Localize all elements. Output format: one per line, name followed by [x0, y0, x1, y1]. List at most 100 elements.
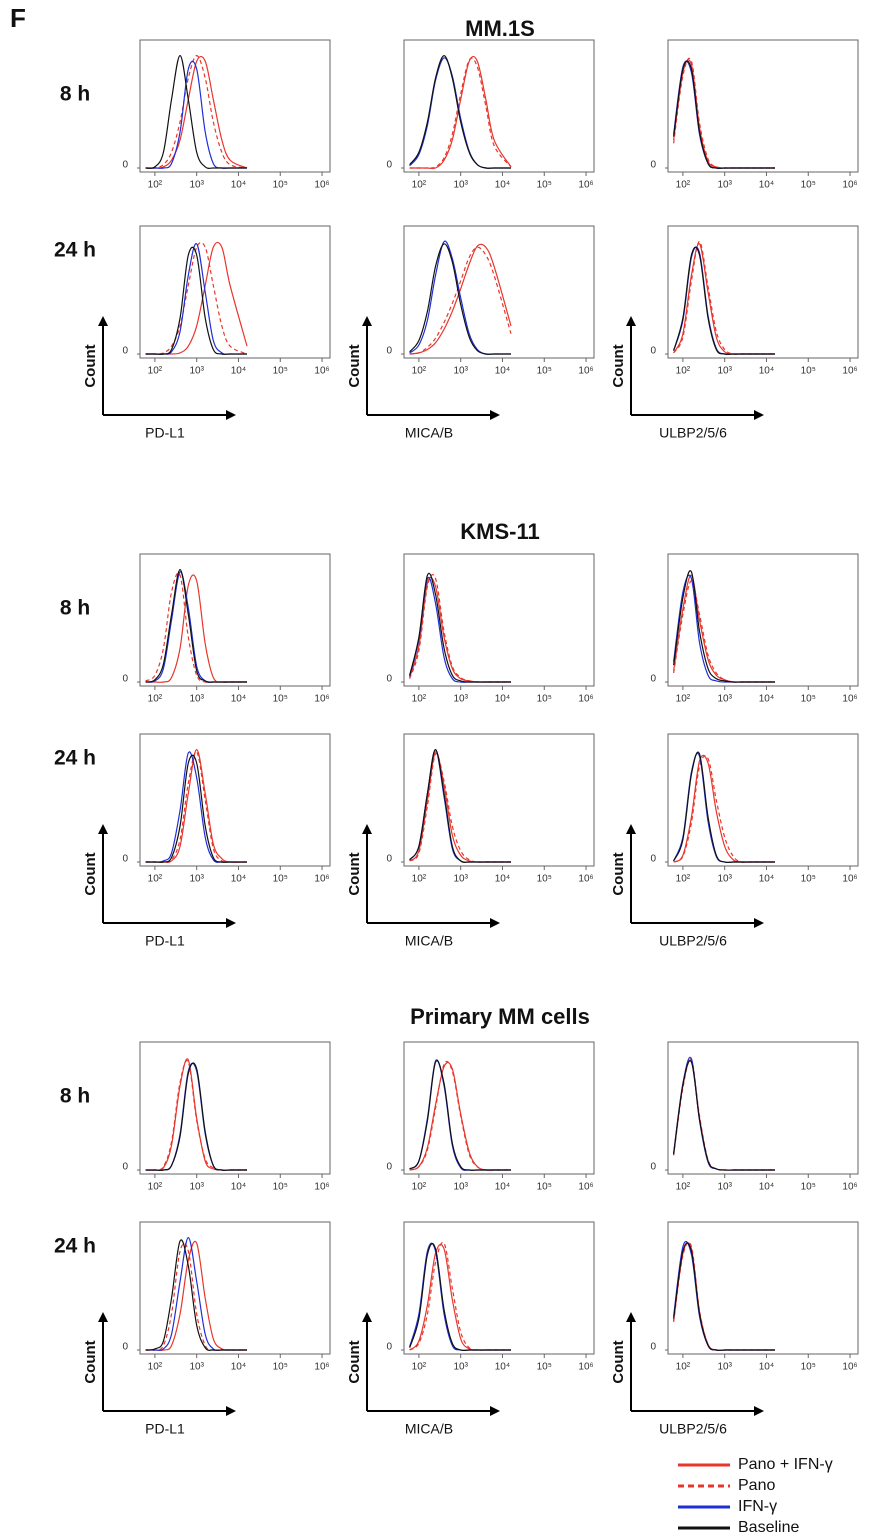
x-tick-label: 10⁶	[842, 694, 857, 705]
histogram-curve	[409, 55, 512, 170]
x-tick-label: 10⁴	[759, 694, 774, 705]
plot-frame	[139, 1221, 331, 1355]
y-axis-label: Count	[346, 852, 363, 895]
x-tick-label: 10⁶	[314, 874, 329, 885]
legend-label: Baseline	[738, 1519, 799, 1536]
histogram-curve	[145, 1060, 248, 1171]
y-tick-label: 0	[650, 854, 656, 865]
y-tick-label: 0	[122, 1342, 128, 1353]
histogram-curve	[673, 1059, 776, 1171]
x-tick-label: 10⁶	[842, 874, 857, 885]
histogram-curve	[409, 1242, 512, 1351]
x-tick-label: 10³	[717, 874, 732, 885]
row-label: 8 h	[60, 597, 90, 620]
histogram-curve	[673, 754, 776, 863]
x-tick-label: 10⁶	[314, 1362, 329, 1373]
arrow-head	[626, 1312, 636, 1322]
row-label: 8 h	[60, 83, 90, 106]
plot-frame	[403, 1041, 595, 1175]
group-title: Primary MM cells	[410, 1004, 590, 1029]
x-tick-label: 10⁶	[842, 1362, 857, 1373]
x-tick-label: 10⁵	[537, 1362, 552, 1373]
y-tick-label: 0	[650, 1342, 656, 1353]
plot-frame	[403, 225, 595, 359]
y-tick-label: 0	[650, 1162, 656, 1173]
row-label: 24 h	[54, 1235, 96, 1258]
histogram-curve	[145, 243, 248, 355]
x-tick-label: 10²	[148, 1362, 163, 1373]
histogram-curve	[145, 1240, 248, 1351]
x-tick-label: 10⁴	[231, 180, 246, 191]
histogram-curve	[673, 60, 776, 169]
x-tick-label: 10³	[717, 180, 732, 191]
plot-frame	[139, 553, 331, 687]
x-tick-label: 10⁶	[578, 366, 593, 377]
y-axis-label: Count	[346, 1340, 363, 1383]
x-tick-label: 10²	[412, 874, 427, 885]
histogram-curve	[409, 1241, 512, 1351]
histogram-curve	[409, 1060, 512, 1171]
histogram-curve	[673, 59, 776, 169]
x-tick-label: 10²	[412, 1182, 427, 1193]
y-tick-label: 0	[122, 160, 128, 171]
x-tick-label: 10⁴	[495, 180, 510, 191]
x-tick-label: 10⁶	[842, 366, 857, 377]
y-tick-label: 0	[122, 854, 128, 865]
x-tick-label: 10²	[148, 874, 163, 885]
histogram-curve	[673, 570, 776, 683]
y-tick-label: 0	[650, 346, 656, 357]
row-label: 24 h	[54, 747, 96, 770]
x-tick-label: 10⁵	[537, 180, 552, 191]
histogram-curve	[673, 1058, 776, 1171]
histogram-curve	[673, 751, 776, 864]
row-label: 8 h	[60, 1085, 90, 1108]
histogram-curve	[145, 754, 248, 863]
x-tick-label: 10⁴	[495, 1182, 510, 1193]
histogram-curve	[409, 1242, 512, 1352]
x-tick-label: 10⁵	[273, 874, 288, 885]
plot-frame	[403, 39, 595, 173]
x-tick-label: 10⁴	[231, 366, 246, 377]
x-axis-label: MICA/B	[405, 425, 453, 441]
y-tick-label: 0	[386, 854, 392, 865]
legend-label: IFN-γ	[738, 1498, 777, 1515]
x-tick-label: 10²	[676, 366, 691, 377]
y-axis-label: Count	[610, 852, 627, 895]
x-axis-label: PD-L1	[145, 933, 185, 949]
arrow-head	[362, 316, 372, 326]
y-tick-label: 0	[386, 674, 392, 685]
arrow-head	[754, 918, 764, 928]
plot-frame	[667, 39, 859, 173]
arrow-head	[226, 1406, 236, 1416]
y-axis-label: Count	[82, 1340, 99, 1383]
x-tick-label: 10⁴	[759, 874, 774, 885]
x-tick-label: 10³	[189, 180, 204, 191]
x-tick-label: 10³	[189, 1362, 204, 1373]
plot-frame	[139, 39, 331, 173]
x-tick-label: 10⁴	[495, 874, 510, 885]
histogram-curve	[145, 1237, 248, 1351]
plot-frame	[403, 733, 595, 867]
x-axis-label: MICA/B	[405, 1421, 453, 1437]
x-tick-label: 10²	[412, 1362, 427, 1373]
x-tick-label: 10³	[453, 1182, 468, 1193]
x-tick-label: 10³	[453, 874, 468, 885]
x-tick-label: 10³	[189, 694, 204, 705]
x-tick-label: 10³	[189, 1182, 204, 1193]
plot-frame	[403, 553, 595, 687]
plot-frame	[667, 733, 859, 867]
x-axis-label: PD-L1	[145, 1421, 185, 1437]
histogram-curve	[673, 580, 776, 683]
x-tick-label: 10²	[412, 366, 427, 377]
histogram-curve	[673, 1241, 776, 1352]
histogram-curve	[673, 574, 776, 683]
histogram-curve	[409, 57, 512, 169]
x-tick-label: 10⁶	[578, 694, 593, 705]
x-tick-label: 10⁶	[314, 180, 329, 191]
histogram-curve	[145, 751, 248, 863]
x-tick-label: 10²	[148, 1182, 163, 1193]
x-tick-label: 10²	[412, 180, 427, 191]
histogram-curve	[145, 572, 248, 684]
plot-frame	[667, 553, 859, 687]
